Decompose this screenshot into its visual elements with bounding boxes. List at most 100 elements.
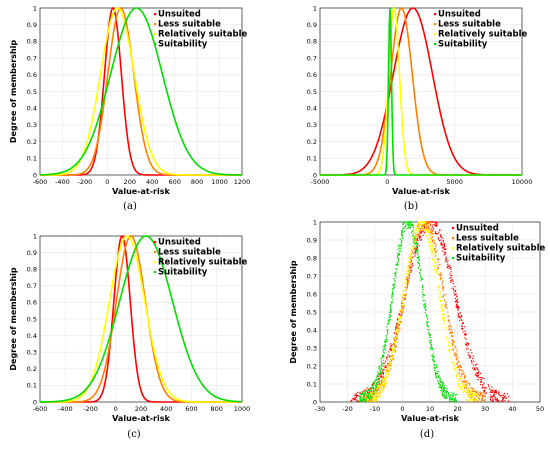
data-point <box>376 387 378 389</box>
data-point <box>425 308 427 310</box>
data-point <box>445 336 447 338</box>
data-point <box>496 399 498 401</box>
data-point <box>502 398 504 400</box>
data-point <box>394 343 396 345</box>
legend-marker <box>154 251 157 254</box>
data-point <box>427 223 429 226</box>
data-point <box>444 293 446 296</box>
data-point <box>412 226 415 228</box>
data-point <box>402 237 404 240</box>
data-point <box>387 364 389 366</box>
data-point <box>388 311 391 314</box>
data-point <box>433 260 435 263</box>
data-point <box>440 235 442 237</box>
data-point <box>492 391 494 393</box>
data-point <box>463 380 465 383</box>
data-point <box>378 380 380 382</box>
data-point <box>463 385 465 388</box>
data-point <box>427 227 429 229</box>
data-point <box>458 312 460 315</box>
data-point <box>417 222 419 224</box>
data-point <box>386 371 388 373</box>
data-point <box>420 228 422 230</box>
data-point <box>489 398 491 400</box>
data-point <box>478 376 480 379</box>
data-point <box>416 225 418 227</box>
data-point <box>376 393 378 395</box>
data-point <box>447 260 449 262</box>
data-point <box>453 398 456 400</box>
data-point <box>466 381 468 383</box>
data-point <box>367 393 369 395</box>
data-point <box>492 398 494 400</box>
data-point <box>414 246 416 248</box>
data-point <box>480 378 482 381</box>
data-point <box>385 340 387 343</box>
data-point <box>426 323 428 325</box>
data-point <box>426 318 429 320</box>
data-point <box>446 391 448 393</box>
data-point <box>451 391 453 393</box>
data-point <box>480 379 483 381</box>
data-point <box>408 221 411 223</box>
data-point <box>474 367 476 369</box>
data-point <box>398 258 400 260</box>
data-point <box>437 376 439 378</box>
data-point <box>438 283 440 285</box>
data-point <box>447 319 449 321</box>
data-point <box>489 391 491 393</box>
data-point <box>401 305 403 307</box>
data-point <box>365 390 367 393</box>
data-point <box>493 391 496 393</box>
data-point <box>416 239 419 241</box>
legend-marker <box>452 257 455 260</box>
data-point <box>474 397 476 400</box>
data-point <box>449 398 452 400</box>
data-point <box>368 393 370 395</box>
y-tick-label: 1 <box>33 4 37 12</box>
data-point <box>453 341 456 343</box>
data-point <box>498 392 500 394</box>
data-point <box>476 372 478 374</box>
data-point <box>437 233 439 235</box>
data-point <box>407 279 409 281</box>
data-point <box>397 321 399 324</box>
data-point <box>455 293 457 295</box>
data-point <box>467 354 470 356</box>
data-point <box>480 393 482 396</box>
data-point <box>445 302 447 304</box>
series-line <box>39 7 242 176</box>
data-point <box>474 368 476 370</box>
data-point <box>440 244 442 246</box>
data-point <box>437 264 439 266</box>
data-point <box>385 383 387 385</box>
data-point <box>397 252 399 254</box>
data-point <box>458 315 460 318</box>
data-point <box>471 398 474 400</box>
data-point <box>359 399 361 401</box>
x-tick-label: -30 <box>315 405 326 413</box>
data-point <box>466 345 468 347</box>
data-point <box>430 229 433 231</box>
data-point <box>450 271 452 273</box>
data-point <box>461 325 463 328</box>
data-point <box>367 392 369 394</box>
data-point <box>446 326 448 328</box>
data-point <box>443 320 445 322</box>
data-point <box>381 370 383 372</box>
data-point <box>402 290 404 293</box>
data-point <box>371 383 373 386</box>
data-point <box>392 347 394 349</box>
y-tick-label: 1 <box>313 4 317 12</box>
data-point <box>416 245 418 247</box>
data-point <box>388 351 390 353</box>
data-point <box>422 294 425 296</box>
data-point <box>415 235 417 238</box>
data-point <box>396 335 399 337</box>
legend-label: Relatively suitable <box>438 30 527 40</box>
data-point <box>362 398 364 400</box>
data-point <box>452 288 455 290</box>
data-point <box>441 381 443 384</box>
data-point <box>393 350 395 353</box>
data-point <box>389 356 391 359</box>
